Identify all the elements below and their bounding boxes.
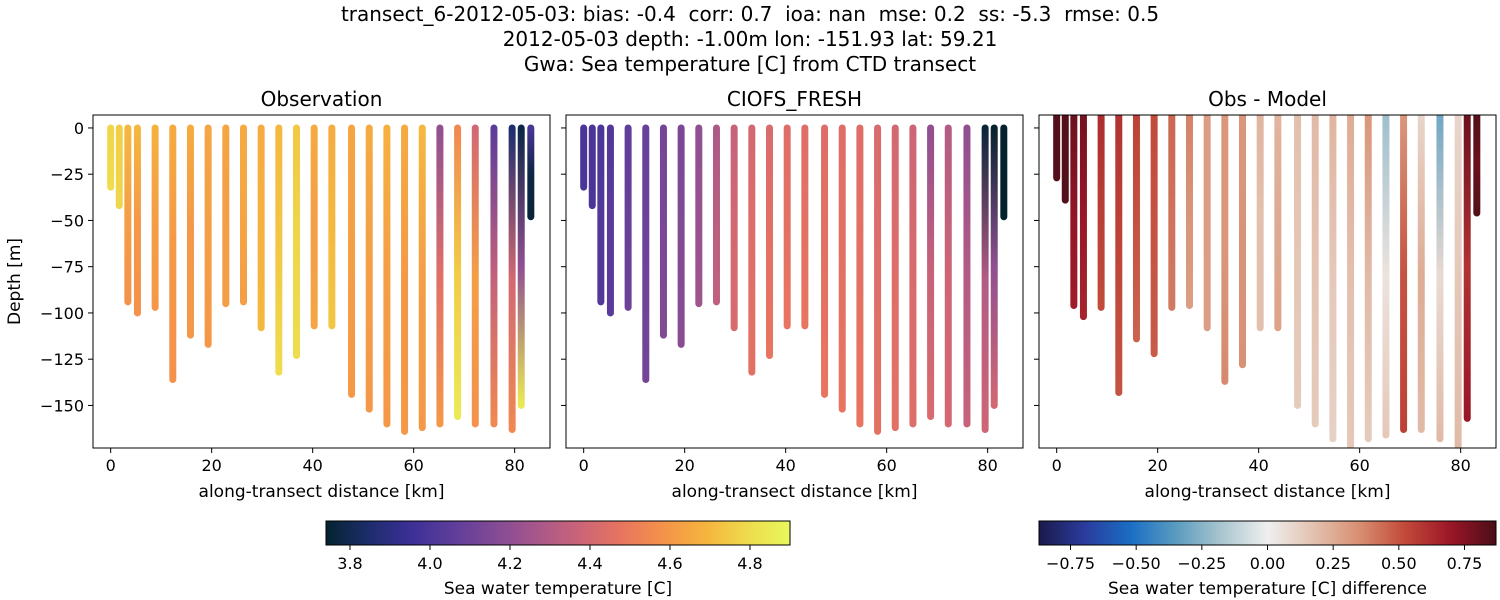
x-tick-label: 0: [106, 456, 116, 475]
y-tick-label: −50: [50, 211, 84, 230]
colorbar-0: 3.8 4.0 4.2 4.4 4.6 4.8 Sea water temperature …: [325, 520, 791, 599]
figure-title: transect_6-2012-05-03: bias: -0.4 corr: …: [0, 2, 1500, 77]
x-tick-label: 80: [977, 456, 997, 475]
colorbar-tick-label: 0.00: [1250, 554, 1286, 573]
title-location: 2012-05-03 depth: -1.00m lon: -151.93 la…: [502, 27, 998, 51]
colorbar-tick-label: 0.50: [1381, 554, 1417, 573]
x-tick-label: 40: [775, 456, 795, 475]
x-tick-label: 80: [1450, 456, 1470, 475]
colorbar-gradient: [1038, 520, 1497, 546]
x-tick-label: 60: [1349, 456, 1369, 475]
colorbar-tick-label: −0.25: [1177, 554, 1226, 573]
colorbar-label: Sea water temperature [C]: [444, 579, 672, 599]
panel-0: 0 20 40 60 80 0 −25 −50 −75 −100 −125 −150 Observati…: [5, 87, 551, 502]
axes-frame: [92, 114, 551, 449]
panel-1: 0 20 40 60 80 CIOFS_FRESH along-transect dista…: [561, 87, 1024, 502]
x-tick-label: 40: [302, 456, 322, 475]
x-tick-label: 0: [579, 456, 589, 475]
y-tick-label: 0: [74, 119, 84, 138]
y-tick-label: −150: [40, 396, 84, 415]
x-tick-label: 80: [504, 456, 524, 475]
title-metrics: transect_6-2012-05-03: bias: -0.4 corr: …: [340, 2, 1160, 26]
colorbar-tick-label: 3.8: [337, 554, 362, 573]
panel-title: Observation: [261, 87, 383, 111]
x-tick-label: 60: [403, 456, 423, 475]
colorbar-tick-label: 4.8: [737, 554, 762, 573]
x-axis-label: along-transect distance [km]: [672, 482, 918, 502]
colorbar-tick-label: 4.6: [657, 554, 682, 573]
colorbar-gradient: [325, 520, 791, 546]
axes-frame: [565, 114, 1024, 449]
plot-area: [107, 124, 535, 435]
y-axis-label: Depth [m]: [5, 238, 25, 325]
x-tick-label: 20: [1147, 456, 1167, 475]
plot-area: [580, 124, 1008, 435]
x-tick-label: 20: [201, 456, 221, 475]
panel-title: Obs - Model: [1208, 87, 1327, 111]
x-tick-label: 20: [674, 456, 694, 475]
y-tick-label: −100: [40, 304, 84, 323]
colorbar-tick-label: −0.50: [1112, 554, 1161, 573]
y-tick-label: −25: [50, 165, 84, 184]
colorbar-tick-label: 4.2: [497, 554, 522, 573]
colorbar-label: Sea water temperature [C] difference: [1108, 579, 1427, 599]
colorbar-tick-label: 4.0: [417, 554, 442, 573]
colorbar-tick-label: 0.75: [1447, 554, 1483, 573]
title-variable: Gwa: Sea temperature [C] from CTD transe…: [523, 52, 977, 76]
colorbar-tick-label: −0.75: [1046, 554, 1095, 573]
x-axis-label: along-transect distance [km]: [199, 482, 445, 502]
panel-2: 0 20 40 60 80 Obs - Model along-transect dista…: [1034, 87, 1497, 502]
x-tick-label: 0: [1052, 456, 1062, 475]
y-tick-label: −125: [40, 350, 84, 369]
x-tick-label: 40: [1248, 456, 1268, 475]
plot-area: [1053, 115, 1481, 448]
y-tick-label: −75: [50, 258, 84, 277]
x-axis-label: along-transect distance [km]: [1145, 482, 1391, 502]
x-tick-label: 60: [876, 456, 896, 475]
colorbar-tick-label: 0.25: [1315, 554, 1351, 573]
panel-title: CIOFS_FRESH: [727, 87, 862, 111]
colorbar-tick-label: 4.4: [577, 554, 602, 573]
axes-frame: [1038, 114, 1497, 449]
colorbar-1: −0.75 −0.50 −0.25 0.00 0.25 0.50 0.75 Sea water…: [1038, 520, 1497, 599]
